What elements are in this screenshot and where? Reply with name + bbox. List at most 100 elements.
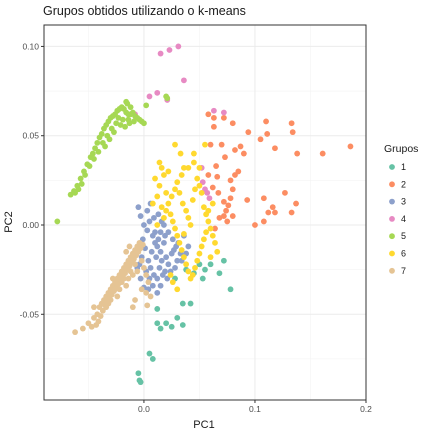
data-point — [174, 232, 181, 239]
data-point — [282, 189, 288, 196]
data-point — [141, 120, 147, 127]
legend-label: 2 — [401, 179, 406, 189]
data-point — [144, 207, 151, 214]
data-point — [187, 222, 194, 228]
data-point — [154, 222, 161, 228]
data-point — [196, 250, 203, 257]
data-point — [202, 141, 208, 148]
data-point — [164, 95, 171, 102]
data-point — [146, 93, 153, 100]
data-point — [244, 197, 251, 203]
data-point — [147, 293, 154, 300]
data-point — [232, 147, 238, 153]
data-point — [288, 120, 295, 127]
legend: Grupos 1 2 3 4 5 6 7 — [384, 143, 418, 276]
data-point — [294, 150, 301, 157]
data-point — [347, 143, 354, 150]
data-point — [163, 189, 170, 196]
data-point — [214, 173, 221, 180]
data-point — [144, 227, 151, 234]
data-point — [149, 282, 156, 289]
data-point — [245, 129, 252, 136]
data-point — [260, 195, 267, 202]
data-point — [204, 189, 211, 196]
data-point — [91, 156, 97, 162]
data-point — [218, 141, 225, 148]
data-point — [154, 289, 161, 296]
data-point — [161, 239, 167, 246]
data-point — [229, 186, 236, 193]
data-point — [174, 314, 181, 321]
data-point — [178, 172, 185, 178]
data-point — [149, 356, 156, 362]
data-point — [229, 120, 236, 127]
data-point — [205, 207, 212, 214]
data-point — [200, 204, 207, 211]
legend-key — [389, 216, 395, 222]
legend-title: Grupos — [384, 143, 418, 155]
data-point — [121, 275, 127, 282]
y-tick-label: 0.05 — [22, 131, 39, 141]
data-point — [153, 254, 160, 261]
data-point — [272, 209, 278, 216]
data-point — [151, 214, 157, 221]
data-point — [154, 243, 161, 250]
data-point — [288, 209, 295, 216]
legend-label: 5 — [401, 231, 406, 241]
y-tick-label: 0.10 — [22, 41, 39, 51]
legend-label: 4 — [401, 214, 406, 224]
data-point — [214, 248, 221, 255]
data-point — [194, 257, 201, 264]
data-point — [156, 159, 163, 166]
data-point — [135, 370, 142, 377]
data-point — [148, 248, 155, 255]
data-point — [152, 175, 158, 182]
data-point — [178, 247, 185, 253]
data-point — [161, 172, 167, 178]
data-point — [77, 175, 84, 182]
data-point — [89, 150, 96, 157]
data-point — [157, 248, 164, 255]
data-point — [155, 211, 162, 218]
data-point — [165, 168, 172, 175]
data-point — [167, 272, 174, 278]
data-point — [106, 136, 113, 143]
data-point — [174, 257, 181, 264]
legend-key — [389, 181, 395, 188]
legend-key — [389, 164, 395, 170]
data-point — [158, 164, 165, 171]
data-point — [82, 172, 88, 178]
data-point — [192, 264, 198, 271]
data-point — [216, 214, 223, 221]
data-point — [252, 222, 258, 228]
data-point — [123, 98, 130, 105]
data-point — [111, 129, 117, 136]
data-point — [165, 261, 172, 268]
data-point — [181, 231, 187, 237]
legend-label: 6 — [401, 249, 406, 259]
x-axis-ticks: 0.0 0.1 0.2 — [138, 400, 372, 414]
data-point — [220, 109, 227, 116]
data-point — [72, 189, 78, 196]
data-point — [79, 325, 86, 332]
data-point — [176, 189, 183, 196]
y-axis-title: PC2 — [3, 211, 15, 232]
y-axis-ticks: -0.05 0.00 0.05 0.10 — [20, 41, 44, 319]
legend-label: 1 — [401, 162, 406, 172]
data-point — [269, 204, 276, 211]
data-point — [156, 264, 163, 271]
data-point — [141, 222, 147, 228]
data-point — [206, 195, 213, 202]
data-point — [237, 143, 244, 150]
data-point — [138, 257, 145, 264]
data-point — [157, 325, 164, 332]
y-tick-label: 0.00 — [22, 220, 39, 230]
data-point — [129, 272, 136, 278]
data-point — [91, 304, 97, 311]
data-point — [289, 129, 296, 136]
legend-key — [389, 250, 395, 257]
data-point — [172, 225, 178, 232]
data-point — [319, 150, 326, 157]
data-point — [196, 182, 203, 189]
